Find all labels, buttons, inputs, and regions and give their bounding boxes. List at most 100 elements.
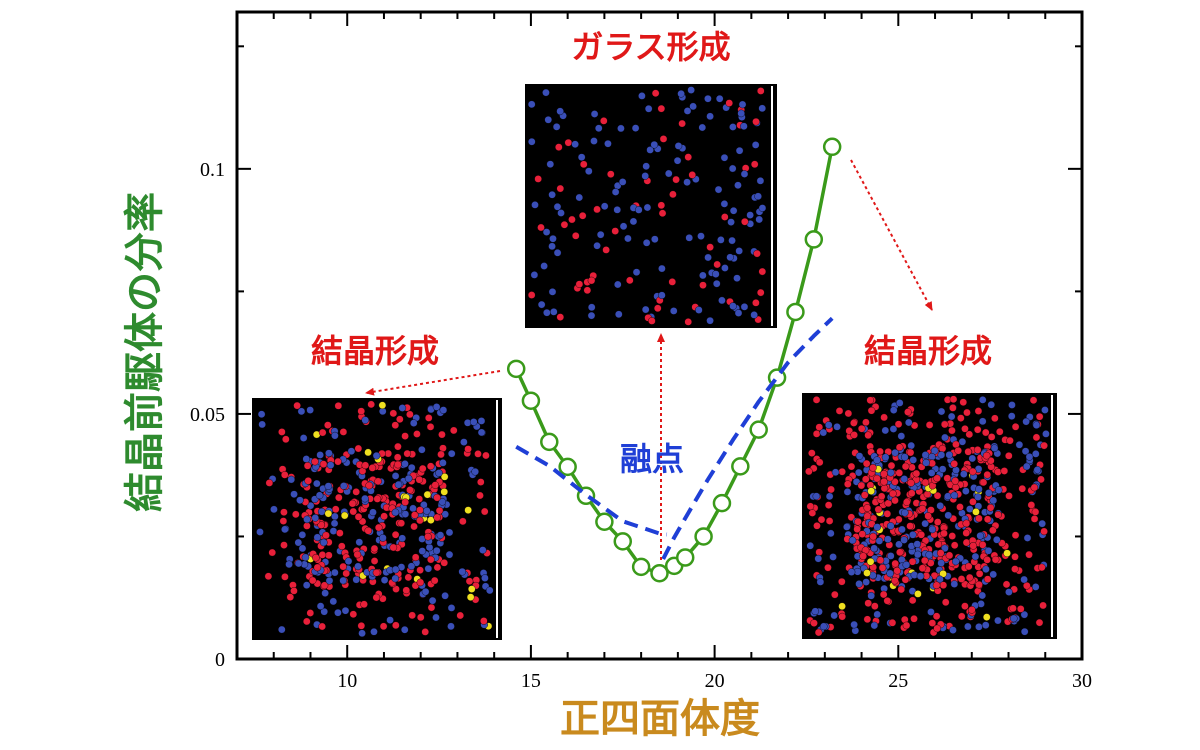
particle (972, 508, 980, 516)
particle (893, 566, 902, 575)
particle (428, 596, 437, 605)
particle (695, 306, 703, 314)
particle (1006, 436, 1014, 445)
particle (354, 513, 363, 521)
particle (400, 625, 409, 634)
particle (957, 414, 965, 422)
particle (853, 525, 861, 533)
particle (910, 614, 918, 623)
particle (815, 548, 823, 557)
particle (324, 482, 333, 490)
data-point (521, 391, 541, 410)
particle (755, 215, 763, 224)
particle (1030, 515, 1039, 523)
particle (902, 621, 911, 630)
particle (873, 474, 881, 483)
particle (938, 465, 947, 473)
particle (901, 575, 910, 584)
particle (975, 485, 983, 493)
particle (717, 236, 725, 244)
particle (909, 456, 918, 464)
particle (900, 475, 909, 483)
particle (895, 399, 904, 407)
particle (370, 627, 378, 636)
particle (902, 561, 911, 569)
particle (440, 559, 449, 567)
particle (861, 475, 870, 484)
particle (978, 417, 987, 426)
particle (404, 474, 413, 483)
particle (575, 193, 584, 202)
particle (867, 406, 876, 415)
particle (687, 86, 695, 94)
particle (482, 451, 490, 460)
particle (734, 181, 742, 190)
particle (706, 316, 714, 325)
particle (750, 311, 758, 319)
particle (838, 612, 847, 621)
particle (299, 434, 308, 442)
dashed-series-line-2 (661, 316, 834, 560)
particle (720, 153, 729, 162)
particle (393, 453, 402, 462)
particle (1021, 447, 1030, 456)
particle (906, 522, 914, 530)
particle (340, 511, 349, 520)
label-melting-point: 融点 (620, 440, 684, 478)
particle (372, 593, 381, 602)
particle (921, 451, 930, 459)
particle (407, 562, 416, 571)
particle (1040, 441, 1048, 450)
particle (1025, 453, 1034, 461)
particle (989, 526, 997, 535)
particle (401, 510, 410, 518)
particle (814, 554, 823, 563)
particle (632, 268, 641, 276)
particle (433, 513, 441, 522)
particle (308, 576, 317, 585)
particle (386, 616, 394, 624)
particle (891, 448, 899, 457)
particle (527, 291, 536, 299)
particle (278, 428, 286, 436)
particle (864, 599, 872, 608)
particle (587, 303, 596, 312)
particle (379, 622, 388, 631)
particle (887, 468, 895, 477)
particle (357, 407, 366, 416)
particle (290, 490, 298, 499)
particle (738, 100, 747, 109)
particle (726, 253, 734, 262)
particle (285, 560, 293, 569)
particle (258, 420, 266, 429)
particle (751, 141, 760, 149)
particle (869, 464, 877, 472)
particle (940, 420, 949, 429)
particle (1002, 580, 1011, 589)
particle (712, 270, 720, 278)
particle (410, 511, 419, 519)
particle (729, 123, 737, 131)
data-point (712, 493, 732, 513)
particle (900, 536, 908, 544)
particle (982, 565, 990, 574)
particle (416, 613, 425, 622)
particle (342, 569, 350, 578)
particle (969, 542, 977, 550)
particle (945, 451, 954, 459)
particle (555, 143, 563, 151)
particle (354, 562, 362, 571)
particle (866, 396, 875, 405)
particle (358, 629, 366, 638)
particle (379, 534, 387, 542)
particle (427, 555, 435, 564)
particle (940, 529, 948, 538)
particle (951, 557, 960, 566)
particle (758, 267, 767, 276)
particle (465, 577, 474, 586)
particle (847, 568, 856, 576)
particle (1032, 433, 1041, 442)
particle (816, 578, 825, 586)
particle (458, 567, 467, 576)
particle (318, 551, 327, 559)
